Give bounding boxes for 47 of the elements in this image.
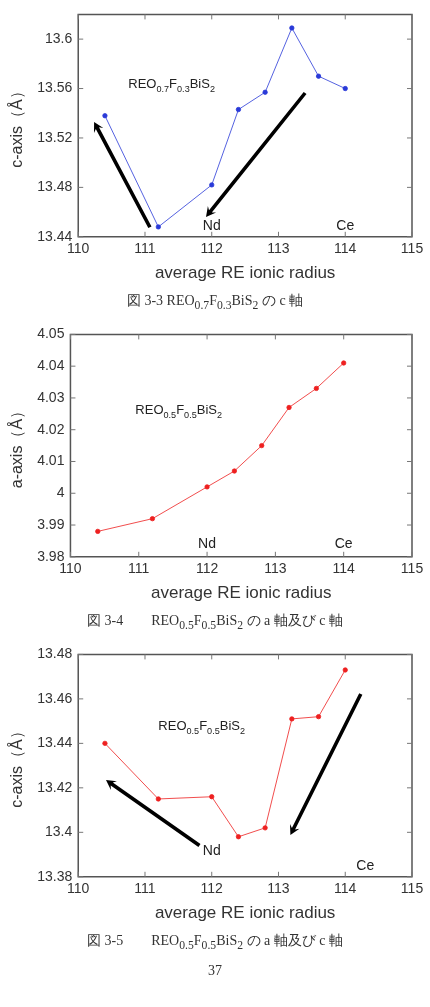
- x-tick-label: 113: [264, 560, 287, 577]
- y-tick-label: 13.52: [37, 128, 73, 145]
- y-tick-label: 13.44: [37, 734, 73, 751]
- y-axis-title: a-axis（Å）: [7, 402, 26, 489]
- x-tick-label: 115: [400, 240, 424, 257]
- x-tick-label: 111: [128, 560, 150, 577]
- x-tick-label: 115: [400, 880, 424, 897]
- annotation: Nd: [198, 534, 217, 551]
- annotation: Ce: [356, 857, 375, 874]
- y-tick-label: 13.48: [37, 645, 73, 662]
- y-tick-label: 4.05: [37, 325, 65, 342]
- x-tick-label: 113: [267, 880, 290, 897]
- x-tick-label: 112: [195, 560, 219, 577]
- x-tick-label: 114: [332, 560, 356, 577]
- y-tick-label: 4.03: [37, 388, 65, 405]
- annotation: Ce: [336, 217, 355, 234]
- y-tick-label: 4.04: [37, 357, 65, 374]
- y-tick-label: 3.99: [37, 515, 65, 532]
- y-tick-label: 4.02: [37, 420, 65, 437]
- x-tick-label: 114: [334, 240, 357, 257]
- x-axis-title: average RE ionic radius: [154, 903, 336, 923]
- x-tick-label: 112: [200, 880, 224, 897]
- y-tick-label: 13.46: [37, 689, 73, 706]
- annotation: Nd: [202, 841, 221, 858]
- text: 37: [207, 962, 223, 980]
- y-tick-label: 13.42: [37, 778, 73, 795]
- annotation: Nd: [202, 217, 221, 234]
- y-axis-title: c-axis（Å）: [7, 723, 26, 808]
- caption: 図 3-5 REO$_{0.5}$F$_{0.5}$BiS$_{2}$ の a 軸及び c 軸: [86, 932, 344, 954]
- y-tick-label: 13.48: [37, 178, 73, 195]
- x-axis-title: average RE ionic radius: [150, 583, 332, 603]
- x-tick-label: 114: [334, 880, 357, 897]
- x-tick-label: 111: [134, 240, 156, 257]
- annotation: Ce: [334, 534, 353, 551]
- y-tick-label: 4: [56, 484, 65, 501]
- x-tick-label: 112: [200, 240, 224, 257]
- y-tick-label: 4.01: [37, 452, 65, 469]
- y-axis-title: c-axis（Å）: [7, 83, 26, 168]
- x-tick-label: 111: [134, 880, 156, 897]
- x-tick-label: 115: [400, 560, 424, 577]
- caption: 図 3-4 REO$_{0.5}$F$_{0.5}$BiS$_{2}$ の a 軸及び c 軸: [86, 612, 344, 634]
- y-tick-label: 13.56: [37, 79, 73, 96]
- y-tick-label: 13.6: [44, 29, 73, 46]
- x-axis-title: average RE ionic radius: [154, 263, 336, 283]
- y-tick-label: 13.4: [44, 823, 73, 840]
- x-tick-label: 113: [267, 240, 290, 257]
- caption: 図 3-3 REO$_{0.7}$F$_{0.3}$BiS$_{2}$ の c 軸: [125, 292, 305, 314]
